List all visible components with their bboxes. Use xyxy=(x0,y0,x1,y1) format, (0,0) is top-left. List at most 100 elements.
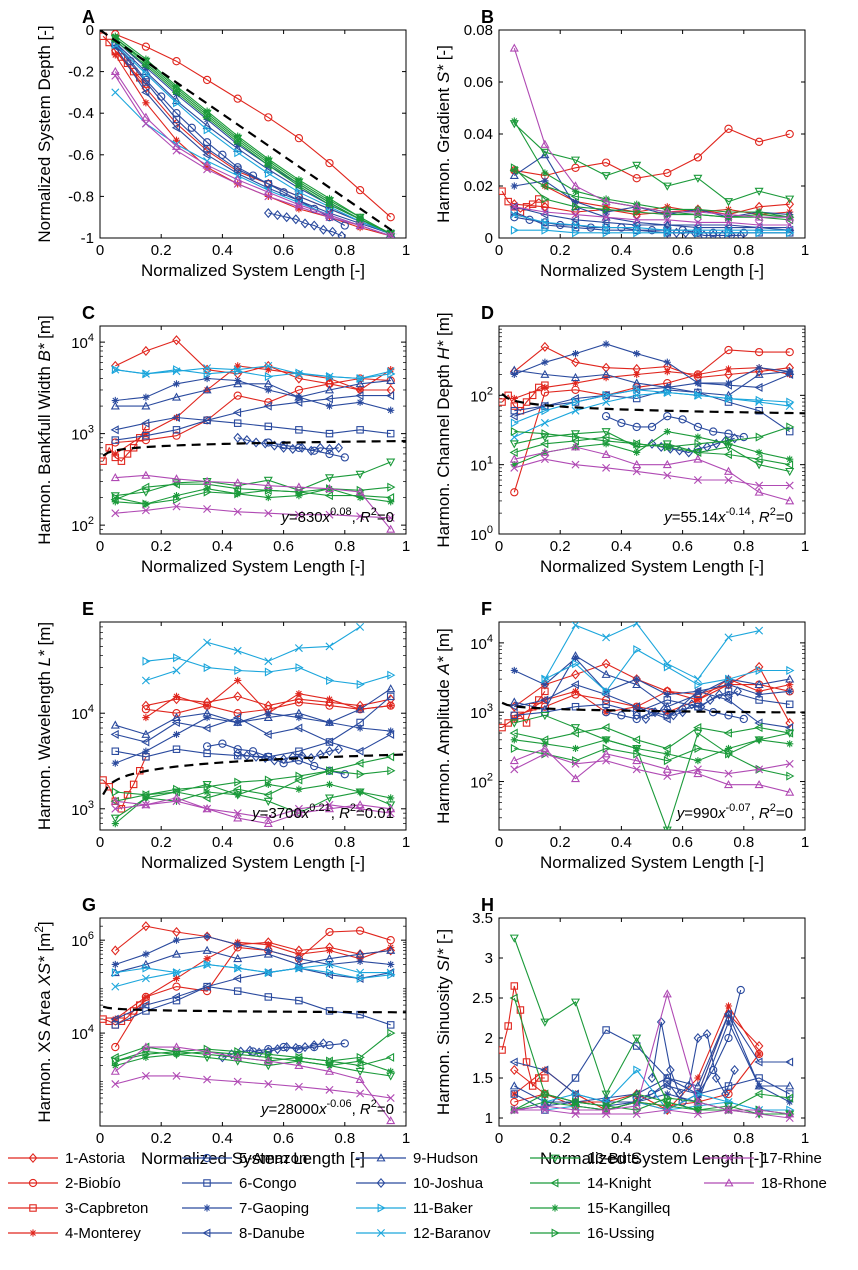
data-point-6 xyxy=(356,426,364,434)
data-point-18 xyxy=(693,1097,703,1106)
data-point-8 xyxy=(754,718,763,728)
data-point-9 xyxy=(540,150,550,159)
series-line-2 xyxy=(114,930,391,1048)
data-point-10 xyxy=(666,1064,675,1076)
data-point-9 xyxy=(355,704,365,713)
x-axis-label: Normalized System Length [-] xyxy=(141,1149,365,1168)
y-axis-label: Harmon. XS Area XS* [m2] xyxy=(32,921,54,1122)
data-point-16 xyxy=(541,749,550,759)
data-point-5 xyxy=(556,220,565,230)
data-point-1 xyxy=(325,378,334,389)
data-point-7 xyxy=(142,747,150,755)
data-point-18 xyxy=(662,989,672,998)
data-point-6 xyxy=(295,426,303,434)
data-point-10 xyxy=(730,1064,739,1076)
series-line-4 xyxy=(514,367,790,400)
data-point-15 xyxy=(295,176,303,184)
data-point-10 xyxy=(632,710,642,721)
data-point-16 xyxy=(203,487,212,497)
panel-letter: F xyxy=(481,599,492,619)
y-tick-label: 0.04 xyxy=(464,126,493,143)
series-line-13 xyxy=(114,37,391,235)
data-point-10 xyxy=(233,432,243,443)
data-point-10 xyxy=(736,230,746,238)
data-point-10 xyxy=(659,704,669,715)
data-point-7 xyxy=(510,370,518,379)
data-point-15 xyxy=(387,230,395,238)
legend-entry-12: 12-Baranov xyxy=(356,1225,491,1242)
series-line-1 xyxy=(114,925,391,955)
data-point-12 xyxy=(141,974,150,983)
data-point-11 xyxy=(633,1065,642,1075)
data-point-3 xyxy=(499,723,506,732)
legend-entry-10: 10-Joshua xyxy=(356,1175,484,1192)
x-tick-label: 0 xyxy=(96,538,104,555)
x-axis-label: Normalized System Length [-] xyxy=(141,557,365,576)
data-point-4 xyxy=(142,993,150,1001)
series-line-15 xyxy=(115,1051,391,1072)
data-point-10 xyxy=(309,1040,319,1051)
legend-label: 16-Ussing xyxy=(587,1225,655,1242)
data-point-18 xyxy=(509,454,519,463)
data-point-6 xyxy=(233,419,242,427)
data-point-11 xyxy=(510,225,520,235)
data-point-3 xyxy=(528,1082,537,1090)
data-point-6 xyxy=(264,753,273,761)
data-point-9 xyxy=(601,669,611,678)
data-point-12 xyxy=(724,394,733,403)
series-line-18 xyxy=(114,71,391,237)
data-point-15 xyxy=(325,780,334,788)
data-point-17 xyxy=(510,765,519,774)
data-point-5 xyxy=(724,429,733,438)
data-point-18 xyxy=(754,212,764,221)
data-point-12 xyxy=(264,968,273,977)
data-point-17 xyxy=(386,513,395,522)
data-point-6 xyxy=(571,702,580,711)
data-point-9 xyxy=(233,143,243,152)
data-point-9 xyxy=(233,717,243,726)
data-point-11 xyxy=(633,228,642,238)
data-point-17 xyxy=(632,467,641,476)
data-point-9 xyxy=(263,379,273,388)
x-tick-label: 0.2 xyxy=(151,834,172,851)
data-point-17 xyxy=(141,1071,150,1080)
data-point-7 xyxy=(356,724,364,732)
data-point-10 xyxy=(647,438,657,449)
data-point-9 xyxy=(693,689,703,698)
data-point-9 xyxy=(754,1081,764,1090)
trend-line xyxy=(102,439,406,457)
data-point-7 xyxy=(541,681,549,689)
series-line-9 xyxy=(514,1012,790,1103)
series-line-1 xyxy=(513,663,791,724)
data-point-14 xyxy=(385,752,395,762)
data-point-2 xyxy=(693,153,703,162)
data-point-14 xyxy=(324,491,333,501)
data-point-15 xyxy=(387,498,395,506)
data-point-18 xyxy=(294,1060,304,1069)
data-point-5 xyxy=(248,747,258,756)
data-point-3 xyxy=(504,197,512,206)
data-point-8 xyxy=(601,689,610,700)
data-point-8 xyxy=(355,391,364,401)
series-line-17 xyxy=(114,75,391,237)
series-line-9 xyxy=(514,369,790,396)
data-point-16 xyxy=(602,436,611,446)
panel-letter: A xyxy=(82,7,95,27)
data-point-18 xyxy=(509,1105,519,1114)
trend-line xyxy=(100,30,398,235)
data-point-18 xyxy=(570,1105,581,1114)
data-point-15 xyxy=(203,788,211,796)
data-point-18 xyxy=(785,212,795,221)
x-tick-label: 0.4 xyxy=(212,834,233,851)
data-point-10 xyxy=(315,442,325,453)
data-point-12 xyxy=(386,968,395,977)
legend-entry-15: 15-Kangilleq xyxy=(530,1200,670,1217)
data-point-9 xyxy=(570,651,581,660)
data-point-16 xyxy=(295,179,304,189)
data-point-3 xyxy=(123,791,132,799)
data-point-1 xyxy=(172,926,181,938)
series-line-17 xyxy=(115,1075,391,1099)
data-point-12 xyxy=(141,676,150,685)
data-point-6 xyxy=(632,1042,641,1050)
data-point-14 xyxy=(540,439,549,449)
